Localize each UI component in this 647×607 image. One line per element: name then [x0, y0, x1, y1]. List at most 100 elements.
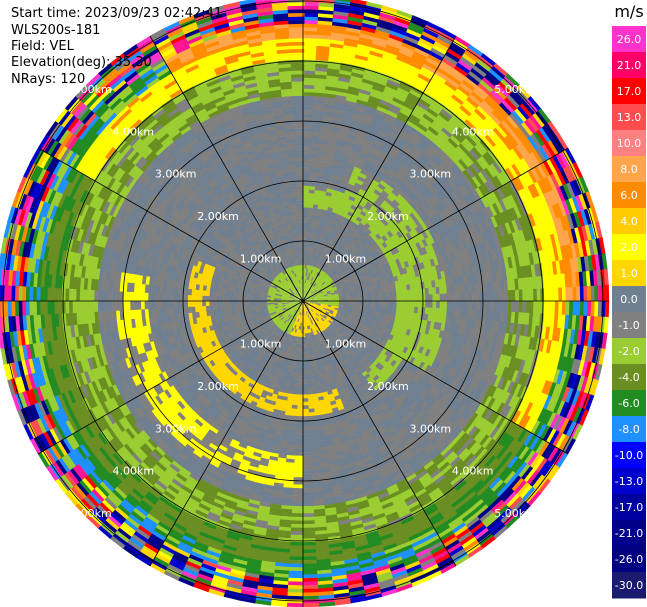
velocity-cell — [312, 294, 317, 297]
velocity-cell — [303, 200, 309, 204]
velocity-cell — [532, 149, 544, 166]
velocity-cell — [317, 260, 321, 265]
velocity-cell — [457, 292, 462, 302]
velocity-cell — [309, 289, 313, 293]
velocity-cell — [313, 88, 327, 94]
velocity-cell — [357, 175, 366, 183]
velocity-cell — [385, 154, 396, 163]
velocity-cell — [313, 288, 317, 292]
velocity-cell — [395, 223, 403, 232]
velocity-cell — [325, 287, 330, 291]
velocity-cell — [489, 204, 498, 218]
velocity-cell — [303, 52, 318, 57]
velocity-cell — [313, 95, 326, 101]
velocity-cell — [338, 73, 353, 80]
velocity-cell — [440, 160, 451, 172]
velocity-cell — [346, 93, 360, 100]
velocity-cell — [426, 21, 444, 33]
velocity-cell — [321, 209, 328, 215]
velocity-cell — [334, 0, 353, 3]
velocity-cell — [313, 229, 319, 235]
velocity-cell — [488, 68, 505, 83]
velocity-cell — [504, 97, 519, 112]
velocity-cell — [425, 209, 434, 220]
velocity-cell — [306, 365, 311, 370]
velocity-cell — [515, 289, 520, 303]
velocity-cell — [515, 301, 520, 314]
velocity-cell — [448, 119, 461, 131]
velocity-cell — [308, 272, 311, 277]
velocity-cell — [370, 46, 386, 55]
velocity-cell — [431, 205, 440, 216]
velocity-cell — [431, 194, 441, 205]
velocity-cell — [393, 186, 403, 195]
velocity-cell — [321, 266, 325, 271]
velocity-cell — [316, 276, 321, 281]
velocity-cell — [369, 50, 385, 59]
velocity-cell — [536, 301, 541, 315]
velocity-cell — [390, 68, 406, 78]
velocity-cell — [495, 201, 505, 215]
velocity-cell — [321, 262, 325, 267]
velocity-cell — [314, 81, 328, 87]
velocity-cell — [420, 192, 430, 202]
velocity-cell — [488, 92, 503, 106]
velocity-cell — [437, 201, 446, 212]
velocity-cell — [501, 120, 514, 135]
velocity-cell — [354, 182, 363, 189]
velocity-cell — [420, 116, 434, 127]
velocity-cell — [389, 201, 398, 210]
velocity-cell — [322, 271, 326, 276]
velocity-cell — [304, 282, 306, 287]
velocity-cell — [540, 301, 545, 315]
velocity-cell — [311, 243, 316, 249]
velocity-cell — [427, 227, 436, 237]
velocity-cell — [351, 146, 362, 154]
velocity-cell — [303, 45, 318, 50]
velocity-cell — [436, 293, 440, 302]
velocity-cell — [319, 269, 323, 274]
velocity-cell — [336, 87, 350, 94]
velocity-cell — [313, 103, 325, 108]
velocity-cell — [432, 73, 448, 85]
velocity-cell — [361, 146, 372, 154]
velocity-cell — [402, 248, 409, 257]
velocity-cell — [490, 191, 500, 204]
velocity-cell — [312, 110, 324, 115]
velocity-cell — [389, 178, 399, 187]
velocity-cell — [345, 96, 359, 104]
velocity-cell — [304, 261, 308, 266]
velocity-cell — [486, 71, 502, 86]
velocity-cell — [355, 179, 365, 186]
velocity-cell — [358, 152, 369, 160]
velocity-cell — [564, 147, 577, 166]
velocity-cell — [318, 150, 328, 156]
velocity-cell — [358, 201, 367, 208]
velocity-cell — [418, 232, 426, 242]
velocity-cell — [410, 202, 419, 211]
velocity-cell — [522, 289, 527, 303]
velocity-cell — [483, 194, 493, 208]
velocity-cell — [439, 293, 444, 302]
velocity-cell — [522, 301, 527, 314]
velocity-cell — [533, 288, 538, 303]
velocity-cell — [498, 140, 511, 154]
velocity-cell — [388, 291, 394, 297]
velocity-cell — [303, 210, 309, 215]
velocity-cell — [303, 203, 309, 208]
velocity-cell — [416, 158, 427, 168]
velocity-cell — [392, 226, 400, 234]
velocity-cell — [316, 171, 324, 177]
velocity-cell — [431, 233, 439, 244]
velocity-cell — [579, 286, 584, 303]
velocity-cell — [310, 290, 314, 294]
velocity-cell — [316, 281, 321, 285]
velocity-cell — [313, 288, 318, 292]
velocity-cell — [523, 155, 535, 171]
velocity-cell — [308, 243, 313, 248]
velocity-cell — [404, 98, 418, 109]
velocity-cell — [307, 257, 310, 262]
velocity-cell — [478, 56, 495, 70]
velocity-cell — [476, 125, 489, 139]
velocity-cell — [328, 286, 333, 290]
